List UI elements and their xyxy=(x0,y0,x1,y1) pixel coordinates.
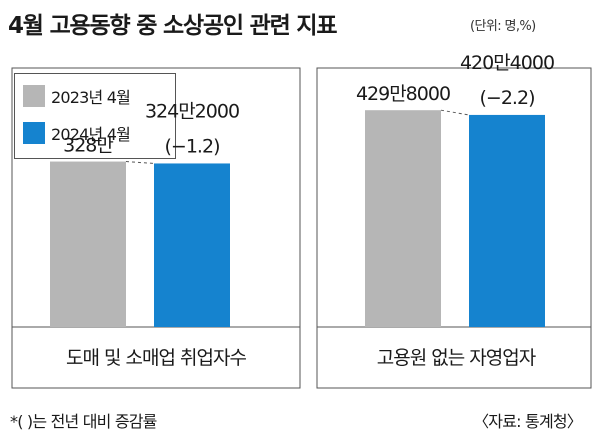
legend-swatch-2023 xyxy=(23,85,45,107)
value-label-2023-cat1: 328만 xyxy=(63,135,113,157)
value-label-2024-cat2: 420만4000 xyxy=(460,52,554,74)
source-note: 〈자료: 통계청〉 xyxy=(473,412,583,431)
value-label-2023-cat2: 429만8000 xyxy=(356,83,450,105)
value-label-2024-cat1: 324만2000 xyxy=(145,100,239,122)
panel-border-2 xyxy=(316,67,592,389)
legend-item-2023: 2023년 4월 xyxy=(23,84,131,108)
legend-swatch-2024 xyxy=(23,122,45,144)
category-label-2: 고용원 없는 자영업자 xyxy=(377,347,536,369)
legend: 2023년 4월 2024년 4월 xyxy=(14,73,176,159)
change-label-2024-cat1: (−1.2) xyxy=(165,135,220,157)
unit-label: (단위: 명,%) xyxy=(470,19,536,34)
connector-line-1 xyxy=(125,161,155,164)
category-label-1: 도매 및 소매업 취업자수 xyxy=(66,347,246,369)
bar-2023-cat2 xyxy=(365,110,441,327)
connector-line-2 xyxy=(440,109,470,116)
legend-label-2023: 2023년 4월 xyxy=(51,88,131,107)
legend-label-2024: 2024년 4월 xyxy=(51,125,131,144)
bar-2024-cat2 xyxy=(469,114,545,328)
legend-item-2024: 2024년 4월 xyxy=(23,121,131,145)
chart-title: 4월 고용동향 중 소상공인 관련 지표 xyxy=(8,13,337,39)
panel-border-1 xyxy=(11,67,301,389)
footnote: *( )는 전년 대비 증감률 xyxy=(10,412,157,431)
bar-2024-cat1 xyxy=(154,163,230,327)
change-label-2024-cat2: (−2.2) xyxy=(480,87,535,109)
bar-2023-cat1 xyxy=(50,161,126,327)
